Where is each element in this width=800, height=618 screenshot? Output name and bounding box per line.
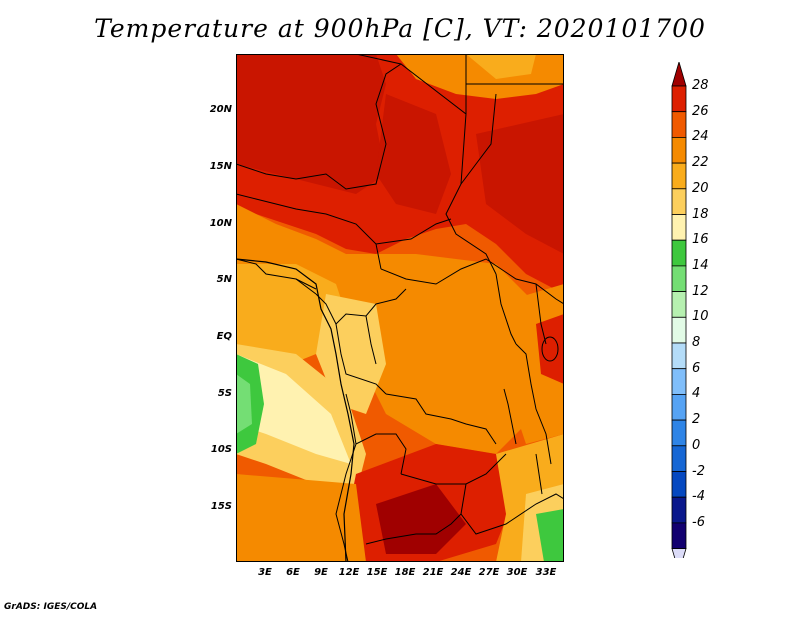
colorbar-box bbox=[671, 445, 687, 472]
colorbar-box bbox=[671, 522, 687, 549]
field-chad-core bbox=[376, 94, 451, 214]
colorbar-label: 24 bbox=[692, 129, 709, 145]
colorbar-box bbox=[671, 496, 687, 524]
colorbar-box bbox=[671, 393, 687, 421]
colorbar-label: 16 bbox=[692, 232, 709, 248]
field-congo-basin bbox=[346, 254, 536, 454]
colorbar-label: 10 bbox=[692, 309, 709, 325]
colorbar-box bbox=[671, 214, 687, 241]
colorbar bbox=[671, 62, 687, 558]
field-mozambique-green bbox=[536, 509, 564, 562]
colorbar-box bbox=[671, 162, 687, 190]
colorbar-label: 18 bbox=[692, 206, 709, 222]
x-tick-24e: 24E bbox=[450, 567, 472, 578]
colorbar-label: 12 bbox=[692, 283, 709, 299]
colorbar-label: 0 bbox=[692, 437, 701, 453]
x-tick-15e: 15E bbox=[366, 567, 388, 578]
field-atlantic-coolest bbox=[236, 354, 351, 464]
coastline bbox=[236, 258, 355, 562]
colorbar-label: 8 bbox=[692, 335, 701, 350]
lakes bbox=[503, 336, 559, 495]
colorbar-box bbox=[671, 85, 687, 113]
colorbar-box bbox=[671, 342, 687, 370]
y-tick-eq: EQ bbox=[216, 331, 232, 342]
field-north-warm bbox=[466, 54, 536, 79]
colorbar-box bbox=[671, 188, 687, 215]
colorbar-box bbox=[671, 419, 687, 447]
x-tick-27e: 27E bbox=[478, 567, 500, 578]
x-tick-21e: 21E bbox=[422, 567, 444, 578]
field-sahel-core bbox=[236, 54, 386, 194]
colorbar-label: 4 bbox=[692, 386, 701, 402]
x-tick-3e: 3E bbox=[258, 567, 272, 578]
colorbar-label: -6 bbox=[692, 514, 705, 530]
x-tick-33e: 33E bbox=[535, 567, 557, 578]
y-tick-5n: 5N bbox=[216, 274, 232, 285]
y-tick-10n: 10N bbox=[209, 218, 232, 229]
colorbar-box bbox=[671, 111, 687, 138]
y-tick-20n: 20N bbox=[209, 104, 232, 115]
x-tick-6e: 6E bbox=[286, 567, 300, 578]
x-tick-12e: 12E bbox=[338, 567, 360, 578]
colorbar-label: 14 bbox=[692, 257, 709, 273]
x-tick-18e: 18E bbox=[394, 567, 416, 578]
colorbar-label: 20 bbox=[692, 180, 709, 196]
colorbar-label: 26 bbox=[692, 103, 709, 119]
field-southwest bbox=[236, 474, 366, 562]
colorbar-box bbox=[671, 471, 687, 498]
colorbar-box bbox=[671, 291, 687, 318]
colorbar-label: 28 bbox=[692, 78, 709, 93]
colorbar-label: 2 bbox=[692, 412, 701, 428]
colorbar-label: -4 bbox=[692, 489, 705, 505]
map-frame bbox=[236, 54, 564, 562]
colorbar-box bbox=[671, 368, 687, 395]
colorbar-box bbox=[671, 137, 687, 164]
colorbar-box bbox=[671, 265, 687, 292]
colorbar-bottom-triangle bbox=[671, 548, 687, 558]
y-tick-5s: 5S bbox=[217, 388, 232, 399]
colorbar-box bbox=[671, 239, 687, 267]
x-tick-30e: 30E bbox=[506, 567, 528, 578]
x-tick-9e: 9E bbox=[314, 567, 328, 578]
field-sudan-core bbox=[476, 114, 564, 254]
colorbar-top-triangle bbox=[671, 62, 687, 87]
y-tick-15s: 15S bbox=[210, 501, 232, 512]
colorbar-box bbox=[671, 316, 687, 344]
grads-credit: GrADS: IGES/COLA bbox=[4, 602, 98, 612]
y-tick-10s: 10S bbox=[210, 444, 232, 455]
field-atlantic-green-light bbox=[236, 374, 252, 434]
temperature-map bbox=[236, 54, 564, 562]
colorbar-label: -2 bbox=[692, 463, 705, 479]
colorbar-label: 22 bbox=[692, 155, 709, 171]
map-title: Temperature at 900hPa [C], VT: 202010170… bbox=[94, 14, 706, 43]
colorbar-label: 6 bbox=[692, 360, 701, 376]
y-tick-15n: 15N bbox=[209, 161, 232, 172]
